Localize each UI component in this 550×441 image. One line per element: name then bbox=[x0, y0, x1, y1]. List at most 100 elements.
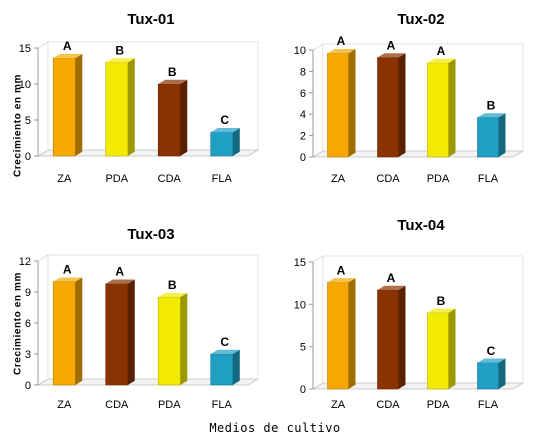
significance-letter: B bbox=[437, 294, 446, 308]
bar-side bbox=[448, 58, 456, 157]
y-tick-label: 10 bbox=[19, 79, 31, 91]
bar bbox=[427, 62, 449, 158]
bar-top bbox=[105, 58, 135, 63]
y-tick-label: 5 bbox=[25, 115, 31, 127]
y-tick-label: 9 bbox=[25, 287, 31, 299]
x-tick-label: ZA bbox=[331, 399, 346, 411]
bar-side bbox=[448, 308, 456, 389]
y-axis-label: Crecimiento en mm bbox=[12, 74, 24, 178]
bar-top bbox=[477, 113, 506, 118]
chart-title: Tux-04 bbox=[397, 217, 445, 234]
bar bbox=[327, 52, 349, 158]
bar bbox=[477, 362, 499, 390]
y-tick-label: 15 bbox=[294, 257, 306, 269]
y-axis-depth-line bbox=[312, 255, 324, 263]
bar-side bbox=[180, 79, 188, 156]
y-tick-label: 10 bbox=[294, 45, 306, 57]
bar-side bbox=[75, 277, 83, 385]
y-axis-depth-line bbox=[37, 41, 49, 49]
x-axis-label: Medios de cultivo bbox=[209, 421, 341, 435]
y-tick-label: 0 bbox=[25, 380, 31, 392]
significance-letter: A bbox=[337, 34, 346, 48]
bar bbox=[157, 296, 181, 386]
y-tick-label: 2 bbox=[300, 131, 306, 143]
bar-top bbox=[377, 285, 406, 290]
y-tick-label: 8 bbox=[300, 66, 306, 78]
significance-letter: A bbox=[63, 263, 72, 277]
bar-side bbox=[127, 279, 135, 385]
bar-side bbox=[348, 49, 356, 158]
bar-top bbox=[210, 349, 240, 354]
chart-back-wall bbox=[322, 255, 524, 384]
x-tick-label: FLA bbox=[478, 173, 499, 185]
bar-top bbox=[327, 49, 356, 54]
chart-back-wall bbox=[322, 43, 524, 152]
bar-side bbox=[180, 292, 188, 385]
bar-side bbox=[75, 53, 83, 156]
significance-letter: B bbox=[115, 43, 124, 57]
chart-svg: Tux-04 0 5 10 15 A ZA A CDA B PDA C FLA bbox=[294, 217, 525, 411]
significance-letter: B bbox=[168, 65, 177, 79]
y-tick-label: 4 bbox=[300, 109, 306, 121]
y-tick-label: 10 bbox=[294, 299, 306, 311]
significance-letter: A bbox=[387, 38, 396, 52]
y-axis-depth-line bbox=[37, 254, 49, 262]
bar bbox=[52, 57, 76, 157]
bar-top bbox=[327, 278, 356, 283]
x-tick-label: PDA bbox=[158, 399, 181, 411]
significance-letter: B bbox=[487, 98, 496, 112]
bar-top bbox=[158, 292, 188, 298]
bar bbox=[477, 117, 499, 158]
y-tick-label: 12 bbox=[19, 256, 31, 268]
bar-side bbox=[398, 285, 406, 389]
significance-letter: C bbox=[220, 113, 229, 127]
y-tick-label: 0 bbox=[25, 151, 31, 163]
significance-letter: A bbox=[437, 44, 446, 58]
x-tick-label: ZA bbox=[331, 173, 346, 185]
bar-top bbox=[105, 279, 135, 284]
significance-letter: A bbox=[337, 263, 346, 277]
x-tick-label: CDA bbox=[376, 173, 400, 185]
bar-top bbox=[377, 53, 406, 58]
bar-top bbox=[53, 53, 83, 59]
y-tick-label: 5 bbox=[300, 342, 306, 354]
chart-panel-tux-04: Tux-04 0 5 10 15 A ZA A CDA B PDA C FLA bbox=[285, 210, 550, 422]
chart-title: Tux-03 bbox=[127, 226, 174, 243]
bar bbox=[105, 62, 129, 157]
bar-side bbox=[232, 349, 240, 385]
bar-top bbox=[210, 128, 240, 133]
x-tick-label: CDA bbox=[105, 399, 129, 411]
chart-svg: Tux-02 0 2 4 6 8 10 A ZA A CDA A PDA B FLA bbox=[294, 11, 525, 185]
y-axis-label: Crecimiento en mm bbox=[12, 272, 24, 376]
chart-panel-tux-01: Tux-01 0 5 10 15 A ZA B PDA B CDA C FLA bbox=[10, 4, 275, 199]
x-tick-label: ZA bbox=[57, 399, 72, 411]
x-tick-label: ZA bbox=[57, 173, 72, 185]
y-axis-depth-line bbox=[312, 43, 324, 51]
y-tick-label: 0 bbox=[300, 152, 306, 164]
chart-back-wall bbox=[47, 254, 259, 380]
bar-side bbox=[398, 53, 406, 157]
bar-side bbox=[498, 358, 506, 389]
x-tick-label: PDA bbox=[105, 173, 128, 185]
x-tick-label: FLA bbox=[212, 399, 233, 411]
bar bbox=[105, 283, 129, 386]
significance-letter: A bbox=[387, 271, 396, 285]
bar bbox=[327, 282, 349, 390]
bar bbox=[210, 353, 234, 386]
chart-back-wall bbox=[47, 41, 259, 151]
significance-letter: C bbox=[487, 344, 496, 358]
bar-top bbox=[477, 358, 506, 363]
y-tick-label: 0 bbox=[300, 384, 306, 396]
bar bbox=[157, 83, 181, 157]
bar-side bbox=[348, 278, 356, 389]
y-tick-label: 6 bbox=[300, 88, 306, 100]
bar bbox=[427, 312, 449, 390]
significance-letter: A bbox=[63, 39, 72, 53]
bar bbox=[52, 281, 76, 386]
bar bbox=[377, 289, 399, 390]
y-tick-label: 15 bbox=[19, 43, 31, 55]
y-tick-label: 6 bbox=[25, 318, 31, 330]
significance-letter: A bbox=[115, 265, 124, 279]
bar-top bbox=[427, 58, 456, 63]
chart-title: Tux-01 bbox=[127, 11, 174, 28]
